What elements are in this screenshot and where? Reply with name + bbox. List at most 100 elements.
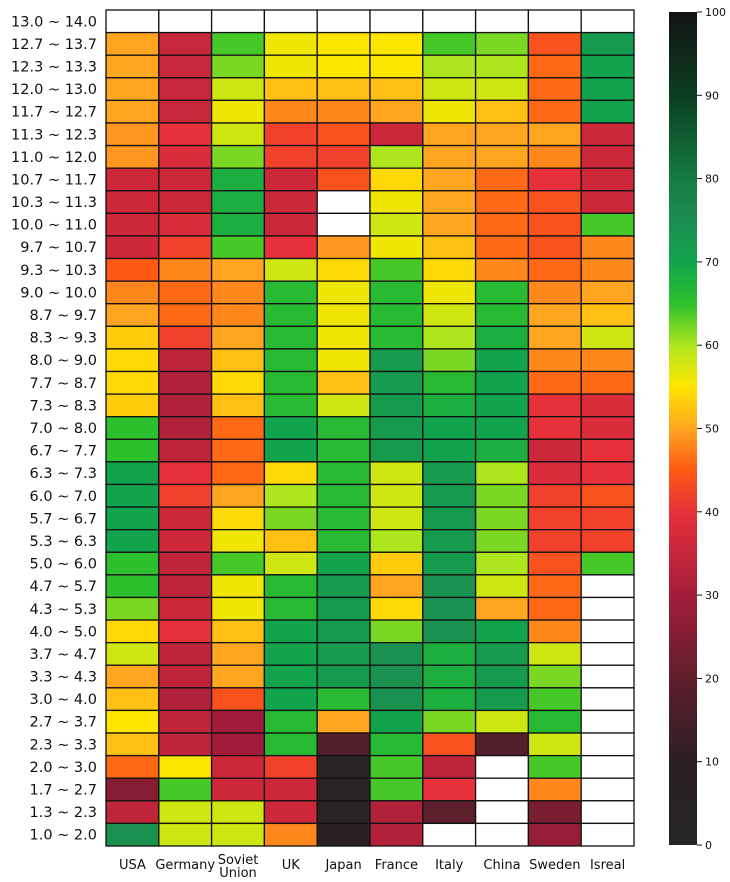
colorbar-ticks: 0 10 20 30 40 50 60 70 80 90 100 [697, 6, 726, 852]
heatmap-cell [527, 551, 582, 576]
heatmap-cell [210, 257, 266, 282]
y-tick-label: 10.3 ~ 11.3 [11, 195, 97, 211]
heatmap-cell [580, 709, 635, 734]
heatmap-cell [158, 483, 213, 508]
y-tick-label: 12.7 ~ 13.7 [11, 37, 97, 53]
heatmap-cell [580, 642, 635, 666]
colorbar-tick-label: 100 [705, 6, 726, 19]
heatmap-cell [422, 235, 477, 260]
heatmap-cell [527, 167, 582, 192]
heatmap-cell [210, 438, 266, 463]
heatmap-cell [263, 461, 318, 486]
heatmap-cell [210, 416, 266, 440]
heatmap-cell [369, 325, 424, 350]
heatmap-cell [580, 551, 635, 576]
heatmap-cell [580, 370, 635, 395]
heatmap-cell [474, 325, 530, 350]
heatmap-cell [263, 800, 318, 825]
heatmap-cell [369, 596, 424, 621]
heatmap-cell [369, 574, 424, 599]
heatmap-cell [210, 303, 266, 327]
colorbar-tick-label: 40 [705, 506, 719, 519]
heatmap-cell [527, 416, 582, 440]
heatmap-cell [316, 777, 371, 802]
heatmap-cell [527, 732, 582, 757]
heatmap-cell [105, 754, 160, 779]
heatmap-cell [580, 619, 635, 644]
heatmap-cell [422, 303, 477, 327]
y-tick-label: 8.0 ~ 9.0 [30, 353, 98, 369]
heatmap-cell [210, 393, 266, 418]
x-tick-label: Italy [435, 858, 464, 873]
heatmap-cell [369, 9, 424, 34]
heatmap-cell [210, 99, 266, 124]
heatmap-cell [527, 235, 582, 260]
heatmap-cell [210, 325, 266, 350]
heatmap-cell [210, 596, 266, 621]
heatmap-cell [580, 822, 635, 847]
y-tick-label: 3.0 ~ 4.0 [30, 692, 98, 708]
heatmap-cell [474, 642, 530, 666]
heatmap-cell [263, 99, 318, 124]
heatmap-cell [474, 461, 530, 486]
heatmap-cell [474, 574, 530, 599]
heatmap-cell [316, 325, 371, 350]
heatmap-cell [369, 438, 424, 463]
heatmap-cell [263, 303, 318, 327]
heatmap-cell [474, 709, 530, 734]
heatmap-cell [580, 461, 635, 486]
heatmap-cell [422, 416, 477, 440]
heatmap-cell [158, 54, 213, 79]
heatmap-cell [105, 9, 160, 34]
heatmap-cell [474, 167, 530, 192]
heatmap-cell [210, 777, 266, 802]
heatmap-cell [474, 144, 530, 169]
heatmap-cell [580, 122, 635, 147]
heatmap-cell [474, 77, 530, 102]
heatmap-cell [316, 709, 371, 734]
heatmap-cell [474, 99, 530, 124]
heatmap-cell [527, 461, 582, 486]
heatmap-cell [369, 257, 424, 282]
heatmap-cell [263, 144, 318, 169]
heatmap-cell [527, 257, 582, 282]
heatmap-cell [527, 122, 582, 147]
colorbar-tick-label: 10 [705, 756, 719, 769]
heatmap-cell [210, 664, 266, 689]
y-tick-label: 6.0 ~ 7.0 [30, 489, 98, 505]
heatmap-cell [158, 257, 213, 282]
heatmap-cell [263, 280, 318, 305]
heatmap-cell [580, 144, 635, 169]
heatmap-cell [474, 212, 530, 237]
heatmap-cell [210, 280, 266, 305]
heatmap-cell [527, 642, 582, 666]
heatmap-cell [474, 800, 530, 825]
x-tick-label: China [483, 858, 520, 873]
heatmap-cell [210, 732, 266, 757]
heatmap-cell [580, 596, 635, 621]
heatmap-cell [527, 212, 582, 237]
heatmap-cell [580, 9, 635, 34]
heatmap-cell [316, 280, 371, 305]
heatmap-cell [580, 280, 635, 305]
y-tick-label: 9.3 ~ 10.3 [20, 263, 97, 279]
heatmap-cell [263, 9, 318, 34]
y-tick-label: 10.0 ~ 11.0 [11, 218, 97, 234]
heatmap-cell [158, 31, 213, 56]
heatmap-cell [527, 687, 582, 712]
heatmap-cell [316, 732, 371, 757]
heatmap-cell [527, 31, 582, 56]
heatmap-cell [210, 551, 266, 576]
heatmap-cell [580, 754, 635, 779]
y-tick-label: 7.0 ~ 8.0 [30, 421, 98, 437]
heatmap-cell [369, 393, 424, 418]
heatmap-cell [210, 506, 266, 531]
heatmap-cell [527, 9, 582, 34]
heatmap-cell [580, 54, 635, 79]
y-tick-label: 12.3 ~ 13.3 [11, 59, 97, 75]
heatmap-cell [527, 574, 582, 599]
heatmap-cell [316, 54, 371, 79]
heatmap-cell [210, 122, 266, 147]
heatmap-cell [158, 9, 213, 34]
